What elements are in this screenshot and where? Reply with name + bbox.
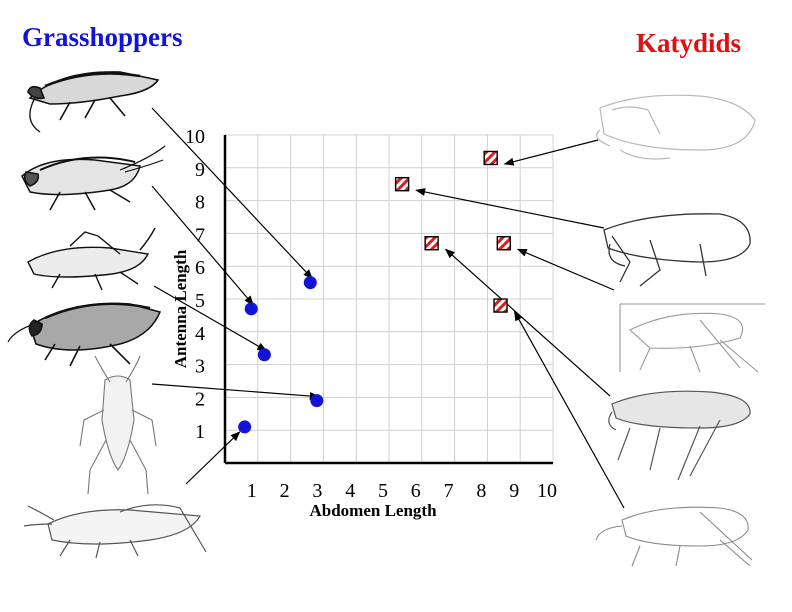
grasshoppers-heading: Grasshoppers <box>22 22 183 52</box>
x-tick-label: 8 <box>476 480 486 502</box>
x-tick-label: 1 <box>247 480 257 502</box>
grasshopper-point <box>244 302 258 316</box>
x-tick-label: 4 <box>345 480 355 502</box>
katydid-connector <box>503 139 599 166</box>
grasshopper-point <box>310 394 324 408</box>
y-tick-label: 8 <box>195 192 205 214</box>
y-tick-label: 5 <box>195 290 205 312</box>
katydid-point <box>483 150 498 166</box>
y-tick-label: 9 <box>195 159 205 181</box>
y-tick-labels: 1 2 3 4 5 6 7 8 9 10 <box>185 126 205 443</box>
x-tick-labels: 1 2 3 4 5 6 7 8 9 10 <box>247 480 557 502</box>
grasshopper-image-1 <box>27 71 160 133</box>
katydid-connector <box>513 310 625 509</box>
katydid-connector <box>415 188 605 229</box>
grasshopper-connector <box>151 383 320 400</box>
katydid-connector <box>444 248 611 397</box>
grasshopper-connector <box>151 107 313 280</box>
katydid-point <box>493 298 508 313</box>
katydid-point <box>496 236 511 251</box>
connector-arrows <box>151 107 625 509</box>
y-tick-label: 3 <box>195 356 205 378</box>
katydid-image-2 <box>603 213 751 287</box>
katydid-image-3 <box>619 303 765 373</box>
grasshopper-image-5 <box>79 355 157 495</box>
grasshopper-connector <box>151 185 254 306</box>
katydids-heading: Katydids <box>636 28 742 58</box>
grasshopper-point <box>303 276 317 290</box>
data-markers <box>238 150 511 434</box>
x-tick-label: 3 <box>312 480 322 502</box>
x-axis-title: Abdomen Length <box>309 501 437 520</box>
grasshopper-image-2 <box>21 145 166 211</box>
x-tick-label: 2 <box>280 480 290 502</box>
katydid-connector <box>516 248 615 291</box>
katydid-point <box>394 176 410 192</box>
grasshopper-connector <box>185 431 241 485</box>
grasshopper-point <box>257 348 271 362</box>
y-axis-title: Antenna Length <box>171 249 190 368</box>
katydid-image-4 <box>608 390 751 481</box>
grasshopper-image-3 <box>27 227 156 291</box>
katydid-point <box>424 236 439 251</box>
x-tick-label: 9 <box>509 480 519 502</box>
grasshopper-point <box>238 420 252 434</box>
y-tick-label: 10 <box>185 126 205 148</box>
grasshopper-connector <box>153 285 268 352</box>
katydid-image-1 <box>596 94 756 160</box>
x-tick-label: 6 <box>411 480 421 502</box>
x-tick-label: 5 <box>378 480 388 502</box>
y-tick-label: 1 <box>195 421 205 443</box>
y-tick-label: 6 <box>195 257 205 279</box>
y-tick-label: 4 <box>195 323 205 345</box>
y-tick-label: 2 <box>195 388 205 410</box>
grid-lines <box>225 134 554 463</box>
x-tick-label: 7 <box>444 480 454 502</box>
grasshopper-image-6 <box>23 504 207 559</box>
grasshopper-image-4 <box>7 302 162 367</box>
y-tick-label: 7 <box>195 224 205 246</box>
katydid-image-5 <box>595 506 753 567</box>
x-tick-label: 10 <box>537 480 557 502</box>
